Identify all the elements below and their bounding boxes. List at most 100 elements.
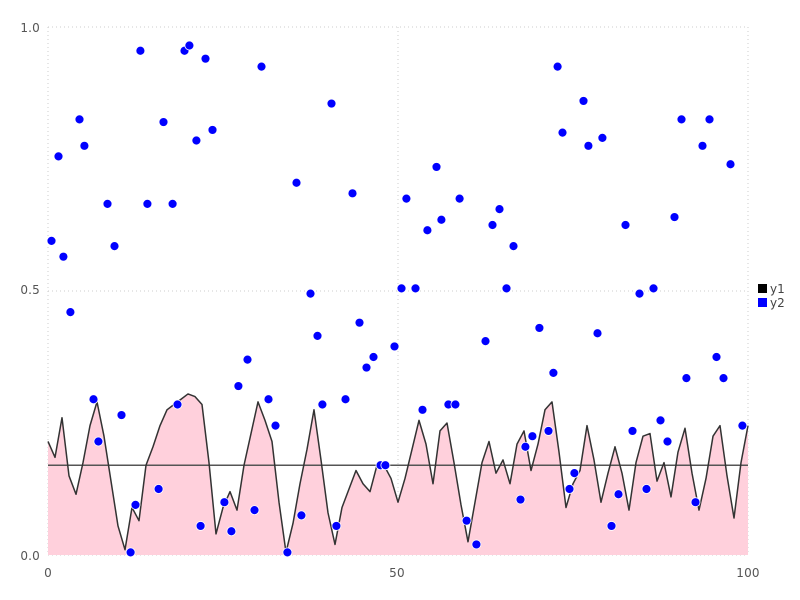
y-axis-tick-1-0: 1.0 [20, 21, 40, 35]
y2-point-14 [142, 198, 153, 209]
y2-point-43 [354, 317, 365, 328]
y2-point-78 [592, 328, 603, 339]
y2-point-53 [422, 225, 433, 236]
y2-point-47 [380, 460, 391, 471]
legend-swatch-y1-icon [758, 284, 767, 293]
y2-point-26 [226, 526, 237, 537]
y2-point-60 [471, 539, 482, 550]
chart-legend: y1 y2 [758, 282, 800, 310]
y2-point-11 [125, 547, 136, 558]
y2-point-90 [676, 114, 687, 125]
y2-point-33 [282, 547, 293, 558]
y1-line-path [47, 393, 749, 554]
y2-point-1 [53, 151, 64, 162]
y2-point-42 [347, 188, 358, 199]
y2-point-76 [578, 96, 589, 106]
y2-point-5 [79, 140, 90, 151]
y2-point-96 [718, 373, 729, 384]
y2-point-81 [613, 489, 624, 500]
y2-point-51 [410, 283, 421, 294]
y2-point-86 [648, 283, 659, 294]
y2-point-22 [195, 521, 206, 531]
y2-point-9 [109, 241, 120, 252]
y2-point-93 [697, 140, 708, 151]
y2-point-6 [88, 394, 99, 405]
y2-point-71 [548, 367, 559, 378]
y2-point-62 [487, 220, 498, 230]
x-axis-tick-0: 0 [44, 566, 52, 580]
y2-point-49 [396, 283, 407, 294]
y2-point-15 [153, 484, 164, 494]
y2-point-91 [681, 373, 692, 384]
y2-point-0 [46, 235, 57, 246]
y2-scatter-series [46, 40, 748, 558]
y2-point-8 [102, 198, 113, 209]
y2-point-16 [158, 117, 169, 127]
y2-point-54 [431, 162, 442, 172]
y2-point-74 [564, 484, 575, 494]
y2-point-69 [534, 323, 545, 333]
y2-point-27 [233, 381, 244, 391]
y2-point-94 [704, 114, 715, 125]
y2-point-45 [368, 352, 379, 362]
y2-point-10 [116, 410, 127, 420]
y2-point-41 [340, 394, 351, 405]
y2-point-82 [620, 220, 631, 230]
y-axis-tick-0-0: 0.0 [20, 549, 40, 563]
y2-point-39 [326, 98, 337, 109]
y2-point-80 [606, 521, 617, 531]
y2-point-23 [200, 53, 211, 64]
y2-point-32 [270, 420, 281, 431]
y2-point-64 [501, 283, 512, 294]
x-axis-tick-50: 50 [389, 566, 405, 580]
y2-point-28 [242, 354, 253, 365]
y-axis-tick-0-5: 0.5 [20, 283, 40, 297]
y2-point-72 [552, 61, 563, 72]
y2-point-75 [569, 468, 580, 479]
y2-point-58 [454, 193, 465, 204]
y2-point-63 [494, 204, 505, 215]
y2-point-57 [450, 399, 461, 410]
y2-point-52 [417, 404, 428, 415]
legend-item-y1[interactable]: y1 [758, 282, 800, 295]
y2-point-34 [291, 177, 302, 188]
y2-point-40 [331, 521, 342, 531]
y2-point-35 [296, 510, 307, 521]
y2-point-88 [662, 436, 673, 447]
y2-point-79 [597, 132, 608, 143]
y2-point-44 [361, 362, 372, 373]
y1-line-series [47, 393, 749, 554]
y2-point-31 [263, 394, 274, 405]
y2-point-24 [207, 125, 218, 135]
y2-point-89 [669, 212, 680, 222]
y2-point-68 [527, 431, 538, 442]
y2-point-87 [655, 415, 666, 426]
y2-point-67 [520, 441, 531, 452]
y2-point-48 [389, 341, 400, 352]
x-axis-tick-100: 100 [736, 566, 760, 580]
y2-point-97 [725, 159, 736, 170]
y2-point-59 [461, 515, 472, 526]
y2-point-18 [172, 399, 183, 410]
y2-point-98 [737, 420, 748, 431]
y2-point-95 [711, 352, 722, 362]
y2-point-83 [627, 426, 638, 436]
y2-point-25 [219, 497, 230, 508]
y2-point-17 [167, 198, 178, 209]
y2-point-50 [401, 193, 412, 204]
y2-point-2 [58, 251, 69, 262]
legend-item-y2[interactable]: y2 [758, 296, 800, 309]
y2-point-84 [634, 288, 645, 299]
legend-label-y1: y1 [770, 281, 785, 296]
y1-area-fill [48, 393, 748, 555]
y2-point-4 [74, 114, 85, 125]
y2-point-65 [508, 241, 519, 252]
y2-point-36 [305, 288, 316, 299]
y2-point-70 [543, 426, 554, 436]
y2-point-55 [436, 214, 447, 225]
y2-point-73 [557, 127, 568, 138]
y2-point-7 [93, 436, 104, 447]
y2-point-66 [515, 494, 526, 505]
y2-point-37 [312, 330, 323, 341]
